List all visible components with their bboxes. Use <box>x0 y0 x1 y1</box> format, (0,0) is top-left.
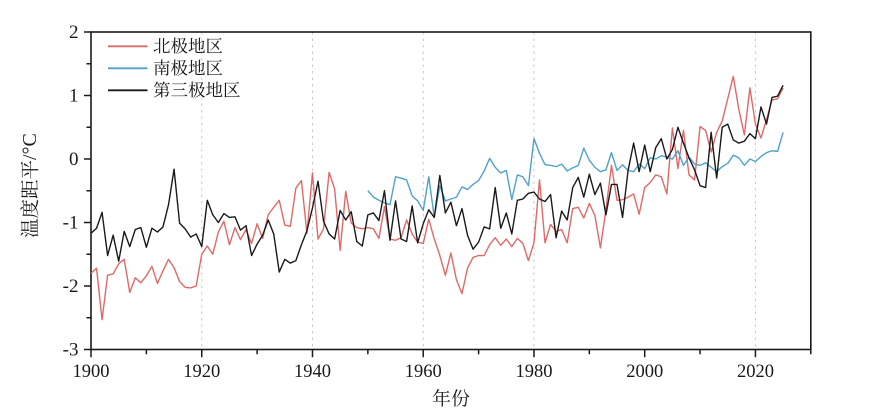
svg-text:1980: 1980 <box>515 362 552 382</box>
svg-text:2020: 2020 <box>737 362 774 382</box>
svg-text:1960: 1960 <box>405 362 442 382</box>
svg-text:2: 2 <box>69 22 79 43</box>
svg-text:0: 0 <box>69 149 79 170</box>
svg-text:1920: 1920 <box>183 362 220 382</box>
svg-text:-3: -3 <box>63 339 79 360</box>
svg-text:1: 1 <box>69 85 79 106</box>
svg-text:1900: 1900 <box>73 362 110 382</box>
svg-text:-1: -1 <box>63 212 79 233</box>
svg-text:1940: 1940 <box>294 362 331 382</box>
svg-text:/°C: /°C <box>19 133 41 160</box>
svg-text:2000: 2000 <box>626 362 663 382</box>
svg-text:-2: -2 <box>63 276 79 297</box>
